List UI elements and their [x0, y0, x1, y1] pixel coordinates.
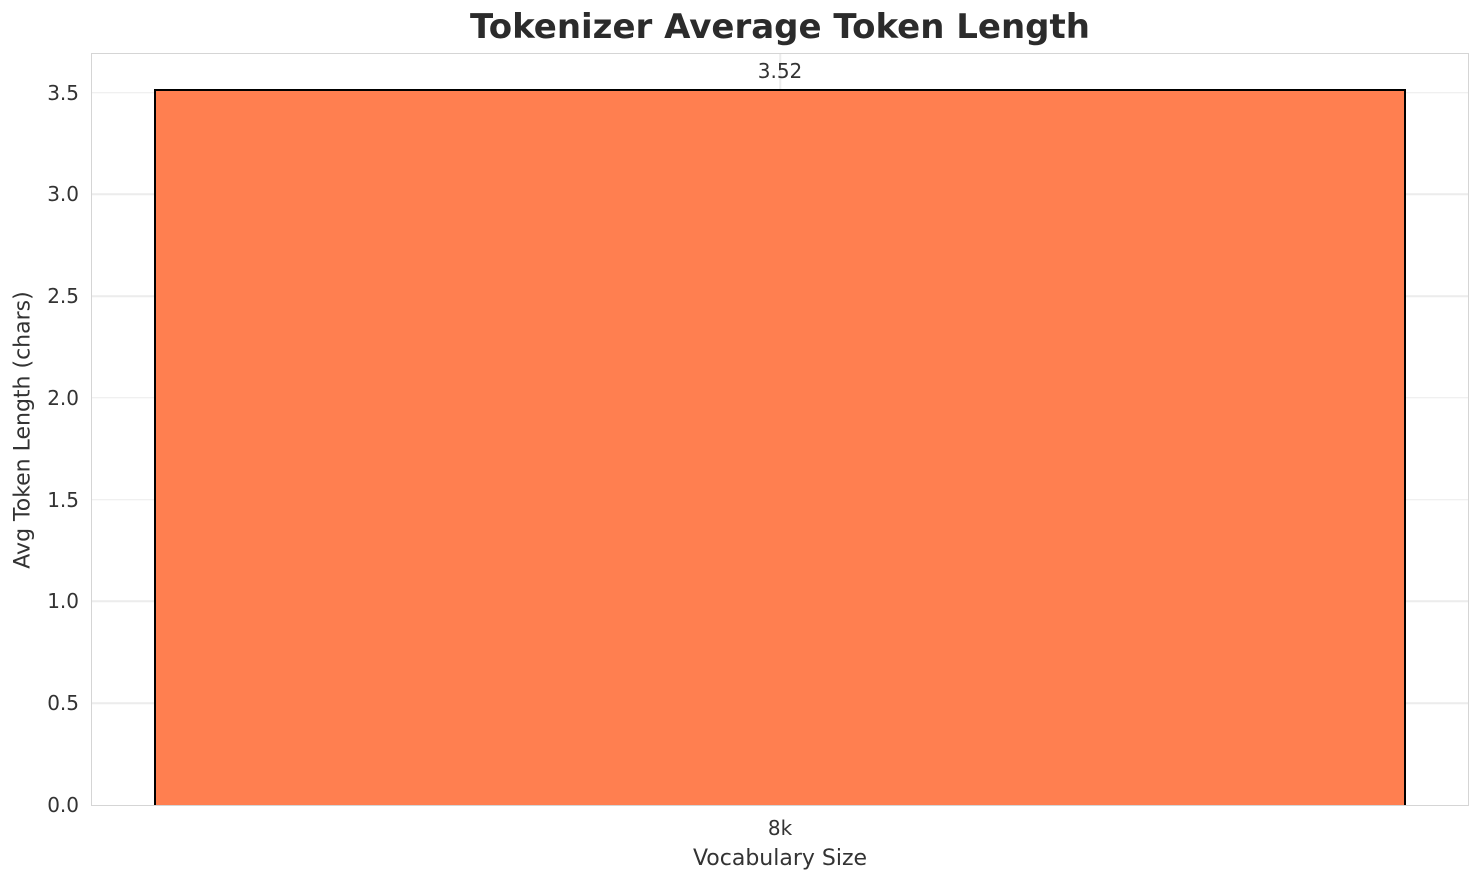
y-tick-label: 0.5 [47, 691, 79, 716]
y-tick-label: 1.0 [47, 589, 79, 614]
y-tick-label: 2.5 [47, 284, 79, 309]
y-tick-label: 0.0 [47, 793, 79, 817]
x-axis-label: Vocabulary Size [692, 846, 868, 871]
bar-8k [153, 88, 1407, 805]
y-tick-label: 3.0 [47, 182, 79, 207]
y-tick-label: 1.5 [47, 487, 79, 512]
x-tick-label: 8k [767, 816, 793, 840]
y-tick-label: 2.0 [47, 385, 79, 410]
y-axis-label: Avg Token Length (chars) [10, 291, 36, 569]
bar-value-label: 3.52 [757, 58, 803, 83]
plot-area: 3.52 8k Vocabulary Size 0.0 0.5 1.0 1.5 2.0 2… [47, 53, 1469, 871]
chart-title: Tokenizer Average Token Length [470, 7, 1090, 47]
y-tick-label: 3.5 [47, 80, 79, 105]
